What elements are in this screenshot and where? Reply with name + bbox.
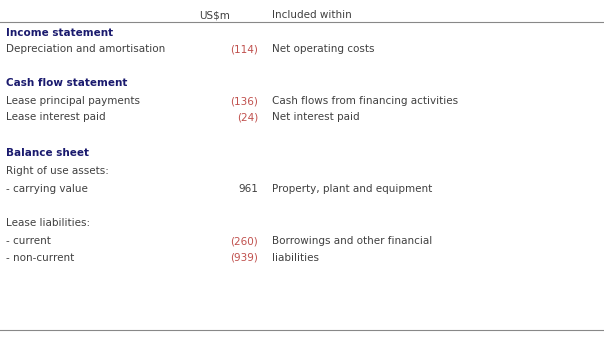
Text: Depreciation and amortisation: Depreciation and amortisation xyxy=(6,44,165,54)
Text: Lease interest paid: Lease interest paid xyxy=(6,112,106,122)
Text: (136): (136) xyxy=(230,96,258,106)
Text: Cash flows from financing activities: Cash flows from financing activities xyxy=(272,96,458,106)
Text: Property, plant and equipment: Property, plant and equipment xyxy=(272,184,432,194)
Text: Lease principal payments: Lease principal payments xyxy=(6,96,140,106)
Text: Borrowings and other financial: Borrowings and other financial xyxy=(272,236,432,246)
Text: - carrying value: - carrying value xyxy=(6,184,88,194)
Text: (114): (114) xyxy=(230,44,258,54)
Text: Lease liabilities:: Lease liabilities: xyxy=(6,218,90,228)
Text: Included within: Included within xyxy=(272,10,352,20)
Text: (260): (260) xyxy=(230,236,258,246)
Text: (24): (24) xyxy=(237,112,258,122)
Text: - current: - current xyxy=(6,236,51,246)
Text: US$m: US$m xyxy=(199,10,230,20)
Text: - non-current: - non-current xyxy=(6,253,74,263)
Text: liabilities: liabilities xyxy=(272,253,319,263)
Text: Net interest paid: Net interest paid xyxy=(272,112,359,122)
Text: 961: 961 xyxy=(238,184,258,194)
Text: (939): (939) xyxy=(230,253,258,263)
Text: Net operating costs: Net operating costs xyxy=(272,44,374,54)
Text: Income statement: Income statement xyxy=(6,28,113,38)
Text: Right of use assets:: Right of use assets: xyxy=(6,166,109,176)
Text: Balance sheet: Balance sheet xyxy=(6,148,89,158)
Text: Cash flow statement: Cash flow statement xyxy=(6,78,127,88)
